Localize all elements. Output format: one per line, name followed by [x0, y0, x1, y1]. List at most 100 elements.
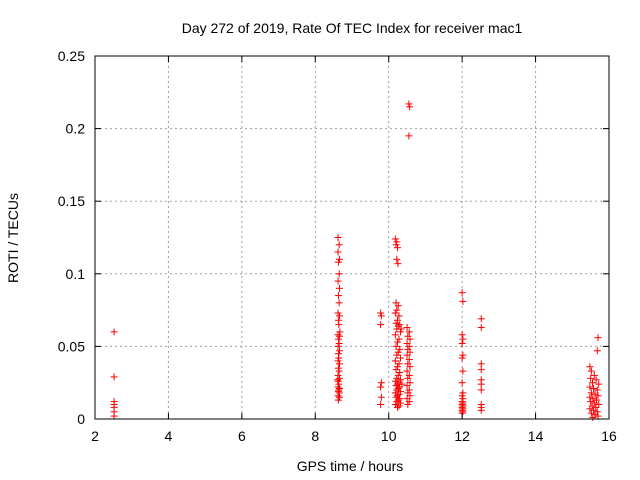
data-point: [458, 331, 466, 339]
data-point: [404, 400, 412, 408]
data-point: [593, 347, 601, 355]
data-point: [110, 412, 118, 420]
data-point: [336, 347, 344, 355]
data-point: [394, 260, 402, 268]
data-point: [394, 348, 402, 356]
y-axis-label: ROTI / TECUs: [5, 193, 21, 283]
data-point: [477, 315, 485, 323]
data-point: [377, 312, 385, 320]
plot-frame: [94, 55, 610, 420]
data-point: [595, 400, 603, 408]
y-tick-labels: 0 0.05 0.1 0.15 0.2 0.25: [58, 48, 85, 427]
x-tick-label: 8: [311, 428, 319, 444]
data-point: [393, 386, 401, 394]
data-point: [334, 277, 342, 285]
data-point: [377, 383, 385, 391]
data-point: [391, 357, 399, 365]
data-point: [336, 328, 344, 336]
x-tick-label: 6: [238, 428, 246, 444]
data-point: [477, 366, 485, 374]
data-point: [391, 309, 399, 317]
y-tick-label: 0.1: [66, 266, 86, 282]
data-point: [396, 387, 404, 395]
data-point: [335, 386, 343, 394]
data-point: [587, 409, 595, 417]
data-point: [458, 289, 466, 297]
data-point: [403, 351, 411, 359]
data-point: [391, 235, 399, 243]
data-point: [110, 373, 118, 381]
data-point: [594, 392, 602, 400]
data-point: [335, 367, 343, 375]
data-point: [458, 339, 466, 347]
data-point: [587, 389, 595, 397]
data-point: [405, 132, 413, 140]
data-point: [586, 383, 594, 391]
x-tick-label: 14: [528, 428, 544, 444]
data-point: [335, 270, 343, 278]
data-point: [477, 386, 485, 394]
data-point: [395, 402, 403, 410]
y-tick-label: 0.25: [58, 48, 85, 64]
data-point: [391, 331, 399, 339]
data-point: [393, 306, 401, 314]
data-point: [406, 335, 414, 343]
data-point: [392, 241, 400, 249]
data-point: [396, 399, 404, 407]
data-point: [394, 302, 402, 310]
x-tick-labels: 2 4 6 8 10 12 14 16: [91, 428, 617, 444]
data-point: [393, 255, 401, 263]
data-point: [403, 367, 411, 375]
data-point: [395, 312, 403, 320]
data-point: [335, 299, 343, 307]
data-point: [334, 396, 342, 404]
data-point: [335, 321, 343, 329]
data-point: [404, 374, 412, 382]
data-point: [592, 376, 600, 384]
data-point: [459, 297, 467, 305]
data-point: [587, 367, 595, 375]
data-point: [377, 393, 385, 401]
y-tick-label: 0: [77, 411, 85, 427]
data-point: [395, 379, 403, 387]
data-point: [335, 339, 343, 347]
x-tick-label: 4: [165, 428, 173, 444]
data-point: [396, 395, 404, 403]
data-point: [591, 390, 599, 398]
data-point: [396, 321, 404, 329]
data-point: [459, 351, 467, 359]
data-point: [334, 364, 342, 372]
data-point: [393, 351, 401, 359]
data-point: [336, 360, 344, 368]
data-point: [395, 335, 403, 343]
data-point: [394, 316, 402, 324]
data-point: [595, 380, 603, 388]
data-point: [392, 342, 400, 350]
data-point: [396, 376, 404, 384]
data-point: [334, 248, 342, 256]
data-point: [394, 244, 402, 252]
data-point: [588, 379, 596, 387]
data-point: [398, 380, 406, 388]
data-point: [403, 324, 411, 332]
data-point: [396, 369, 404, 377]
data-point: [406, 379, 414, 387]
data-point: [590, 371, 598, 379]
data-point: [395, 360, 403, 368]
data-point: [334, 357, 342, 365]
data-point: [377, 400, 385, 408]
data-point: [335, 241, 343, 249]
data-point: [459, 335, 467, 343]
data-point: [458, 379, 466, 387]
data-point: [393, 398, 401, 406]
data-point: [405, 342, 413, 350]
data-point: [405, 328, 413, 336]
x-tick-label: 10: [381, 428, 397, 444]
data-point: [394, 338, 402, 346]
data-point: [594, 334, 602, 342]
data-point: [377, 321, 385, 329]
data-point: [396, 354, 404, 362]
data-point: [334, 342, 342, 350]
data-point: [377, 379, 385, 387]
